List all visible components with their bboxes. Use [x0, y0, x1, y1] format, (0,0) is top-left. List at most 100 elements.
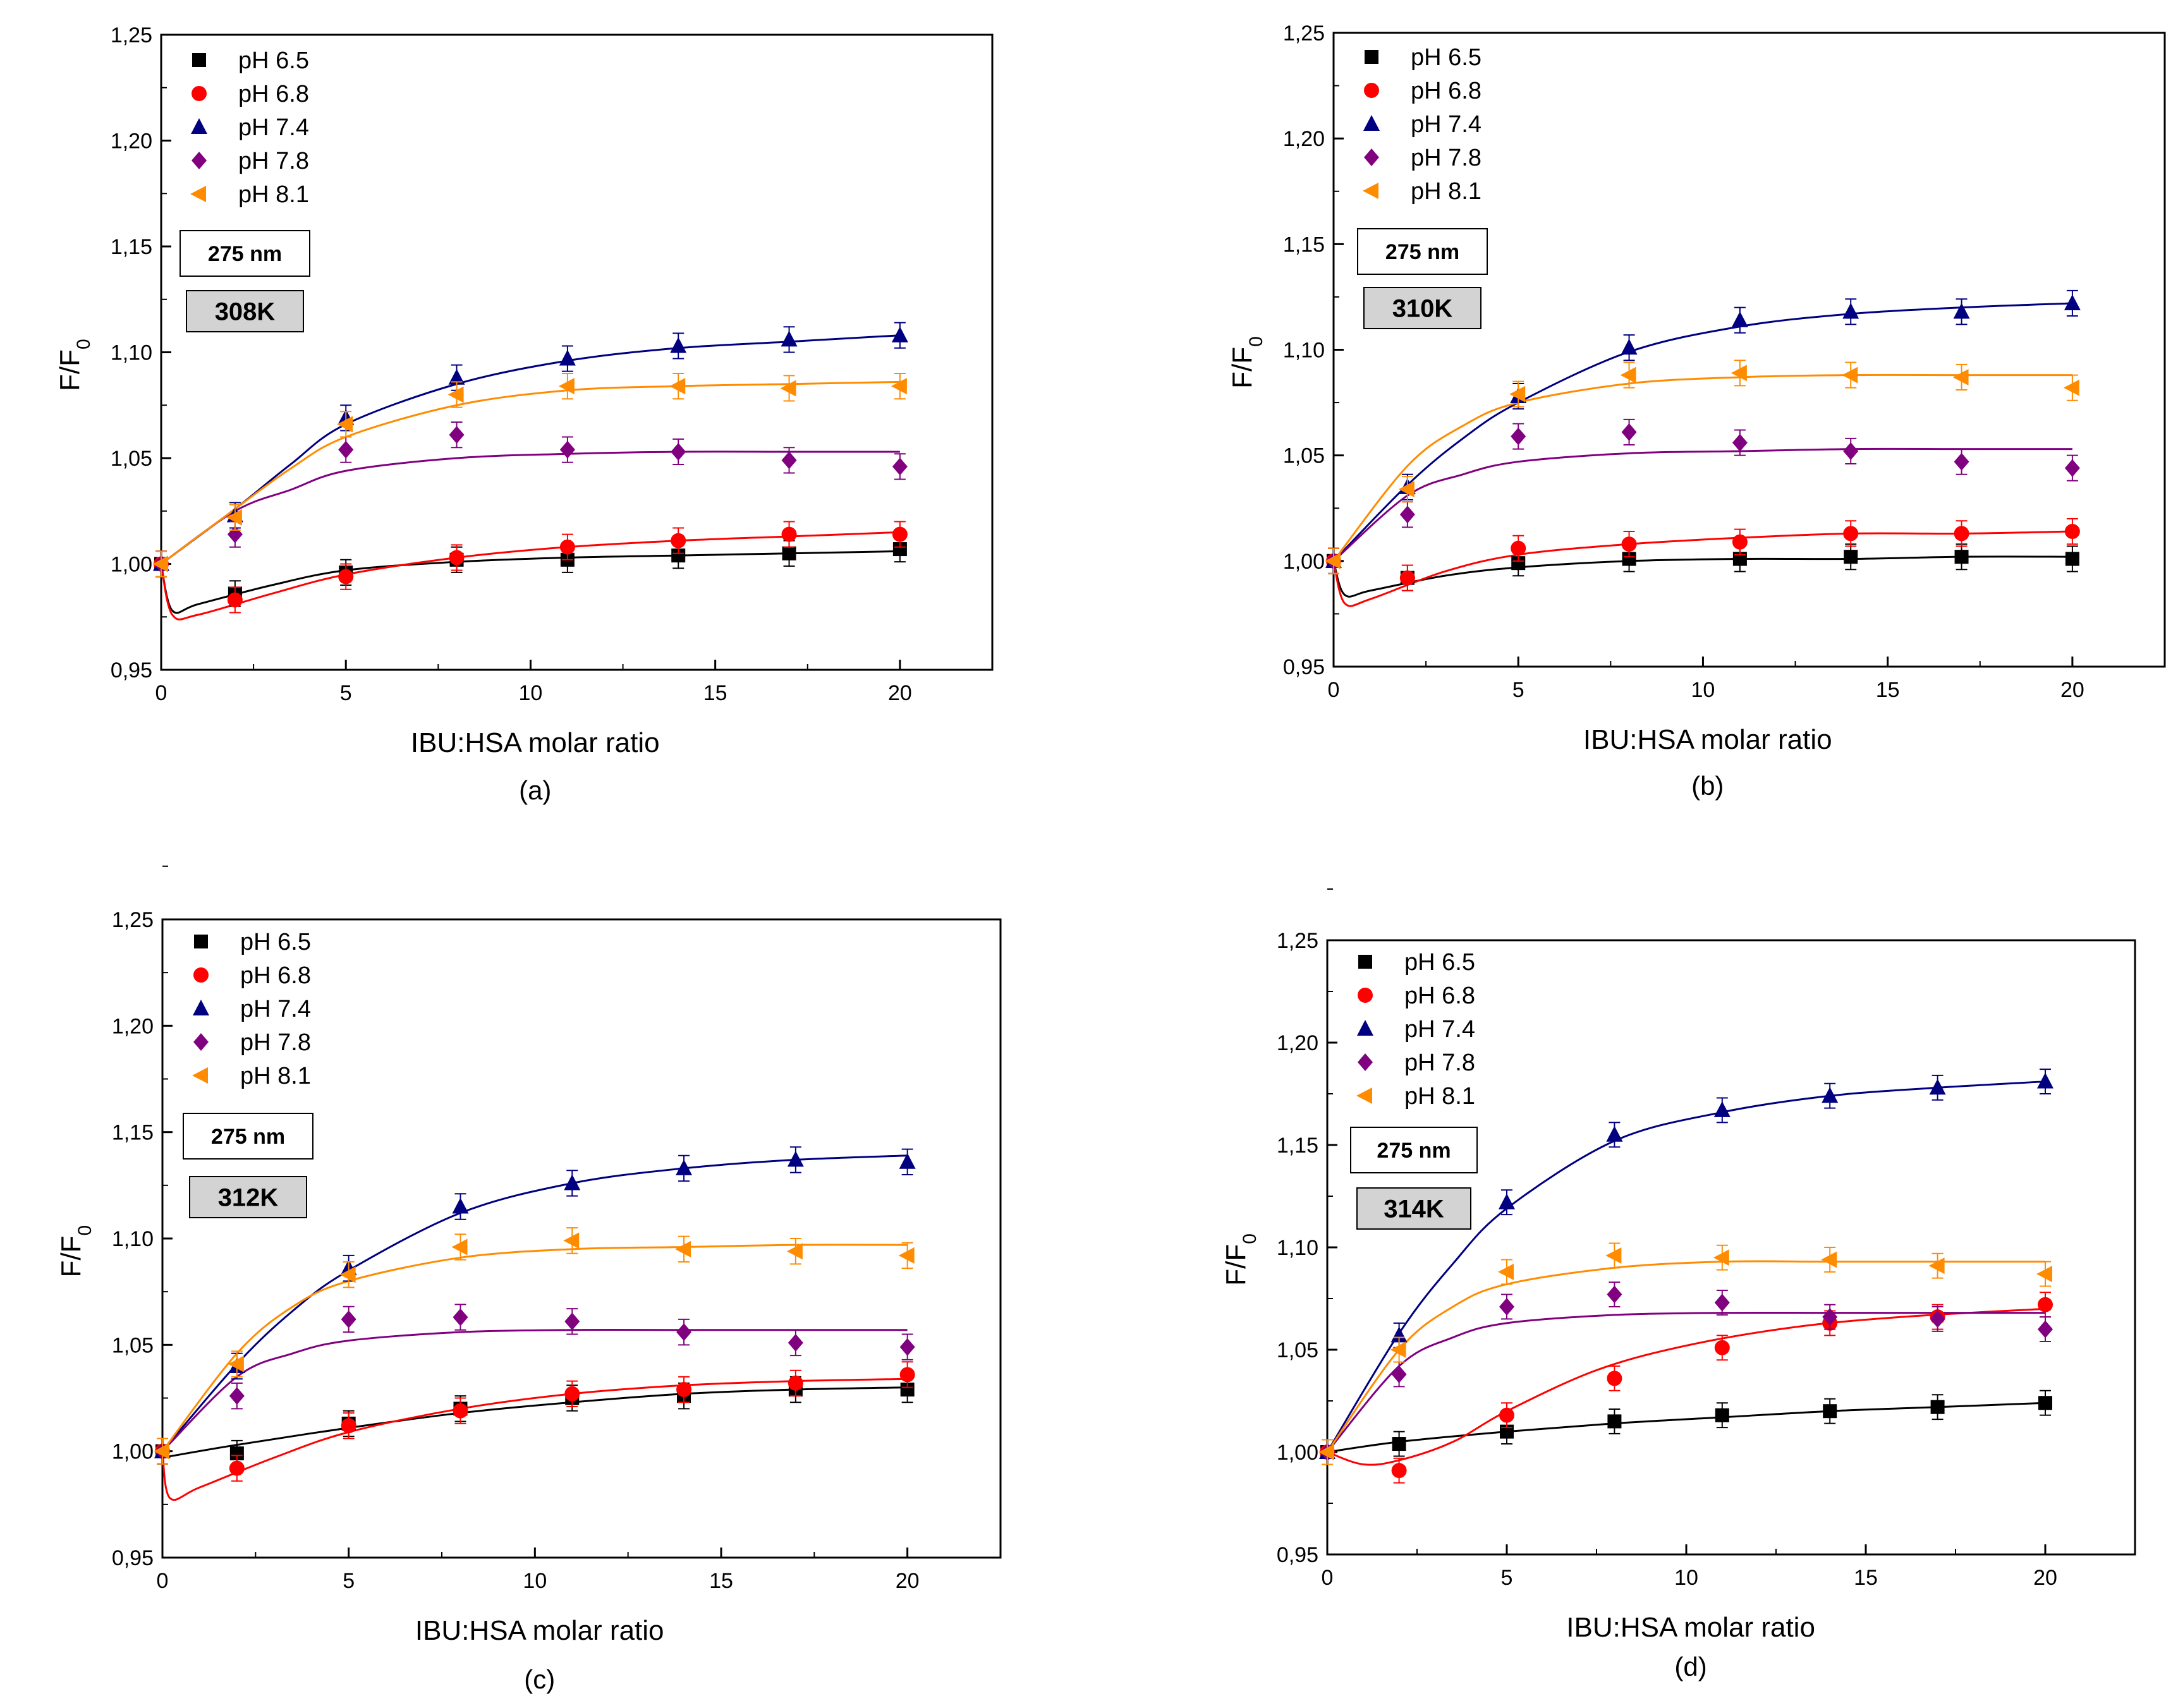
- fit-curve-ph-8.1: [1326, 1260, 2045, 1453]
- data-point: [1511, 427, 1526, 445]
- y-tick-label: 1,05: [111, 447, 152, 471]
- data-point: [154, 1443, 169, 1460]
- wavelength-label: 275 nm: [1385, 240, 1459, 264]
- data-point: [1732, 534, 1748, 550]
- legend-marker: [190, 186, 206, 202]
- data-point: [452, 1197, 469, 1214]
- data-point: [1511, 540, 1526, 556]
- data-point: [1713, 1249, 1729, 1266]
- x-tick-label: 0: [1328, 678, 1340, 702]
- data-point: [1605, 1247, 1622, 1264]
- y-tick-label: 1,00: [1283, 550, 1325, 574]
- data-point: [341, 1310, 356, 1328]
- legend-label: pH 7.8: [1411, 145, 1481, 171]
- data-point: [1822, 1087, 1839, 1103]
- data-point: [1954, 526, 1969, 542]
- temperature-box: [186, 290, 304, 332]
- legend-label: pH 7.8: [238, 148, 309, 174]
- series-ph-7.8: [1320, 1281, 2053, 1465]
- legend-marker: [191, 118, 207, 134]
- fit-curve-ph-8.1: [161, 1244, 908, 1452]
- data-point: [564, 1174, 581, 1190]
- y-tick-label: 1,20: [1277, 1031, 1318, 1055]
- data-point: [1391, 1463, 1407, 1479]
- data-point: [1607, 1285, 1622, 1304]
- temperature-label: 312K: [218, 1184, 279, 1212]
- wavelength-box: [179, 230, 310, 277]
- data-point: [1842, 303, 1859, 319]
- wavelength-label: 275 nm: [208, 242, 282, 266]
- data-point: [1398, 481, 1414, 498]
- series-ph-6.5: [1320, 1390, 2052, 1465]
- data-point: [892, 457, 908, 476]
- data-point: [1499, 1407, 1514, 1423]
- x-tick-label: 20: [2060, 678, 2084, 702]
- temperature-box: [1356, 1187, 1471, 1230]
- y-tick-label: 1,20: [112, 1014, 154, 1038]
- data-point: [1390, 1342, 1406, 1358]
- x-tick-label: 10: [519, 681, 543, 705]
- y-tick-label: 1,10: [111, 341, 152, 365]
- data-point: [559, 349, 576, 366]
- data-point: [1731, 365, 1747, 382]
- wavelength-label: 275 nm: [211, 1125, 285, 1149]
- x-tick-label: 10: [1674, 1566, 1698, 1590]
- series-ph-8.1: [1318, 1242, 2052, 1465]
- data-point: [226, 509, 242, 526]
- legend: pH 6.5 pH 6.8 pH 7.4 pH 7.8 pH 8.1: [192, 929, 311, 1089]
- y-tick-label: 0,95: [1283, 655, 1325, 679]
- data-point: [787, 1151, 804, 1167]
- data-point: [558, 378, 575, 395]
- data-point: [1498, 1263, 1514, 1280]
- legend-marker: [192, 53, 206, 67]
- data-point: [1607, 1414, 1622, 1429]
- data-point: [1391, 1365, 1407, 1383]
- data-point: [229, 1387, 245, 1405]
- data-point: [899, 1367, 915, 1383]
- legend-label: pH 6.8: [1404, 983, 1475, 1009]
- data-point: [676, 1323, 692, 1342]
- data-point: [1606, 1125, 1623, 1142]
- y-tick-label: 1,25: [1283, 21, 1325, 45]
- data-point: [1732, 433, 1748, 452]
- legend-label: pH 7.8: [240, 1029, 311, 1056]
- data-point: [2064, 524, 2080, 540]
- data-point: [341, 1418, 356, 1434]
- legend-marker: [193, 1000, 209, 1015]
- chart-panel-c: 0,95 1,00 1,05 1,10 1,15 1,20 1,25 0 5 10 15 20 IBU:…: [56, 865, 1002, 1694]
- data-point: [891, 326, 908, 342]
- data-point: [1952, 368, 1969, 385]
- legend-marker: [1358, 955, 1372, 969]
- data-point: [2038, 1396, 2052, 1410]
- legend-label: pH 7.8: [1404, 1050, 1475, 1076]
- data-point: [564, 1386, 580, 1402]
- data-point: [892, 542, 907, 557]
- data-point: [559, 539, 575, 555]
- wavelength-box: [1350, 1127, 1478, 1173]
- data-point: [1390, 1326, 1408, 1343]
- data-point: [670, 337, 687, 353]
- data-point: [1318, 1444, 1334, 1460]
- x-tick-label: 5: [1501, 1566, 1513, 1590]
- x-tick-label: 0: [1322, 1566, 1334, 1590]
- legend-label: pH 8.1: [1411, 178, 1481, 205]
- legend-marker: [1357, 1020, 1373, 1036]
- fit-curve-ph-8.1: [161, 380, 900, 565]
- data-point: [1621, 536, 1637, 552]
- data-point: [669, 378, 686, 395]
- legend-label: pH 6.8: [240, 962, 311, 989]
- data-point: [1953, 303, 1970, 319]
- x-tick-label: 20: [2033, 1566, 2057, 1590]
- y-tick-label: 0,95: [112, 1546, 154, 1570]
- fit-curve-ph-7.4: [1332, 302, 2072, 562]
- fit-curve-ph-6.8: [1327, 1307, 2046, 1466]
- data-point: [1822, 1308, 1838, 1326]
- fit-curve-ph-7.8: [161, 1329, 908, 1452]
- data-point: [1715, 1408, 1729, 1422]
- legend-marker: [1364, 83, 1379, 98]
- legend-marker: [1356, 1087, 1372, 1104]
- data-point: [229, 1460, 245, 1476]
- y-tick-label: 1,05: [1283, 444, 1325, 468]
